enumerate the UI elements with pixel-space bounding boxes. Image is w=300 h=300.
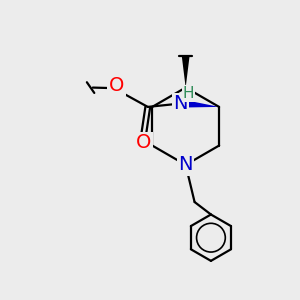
Text: O: O	[136, 133, 151, 152]
Polygon shape	[186, 100, 219, 107]
Text: O: O	[109, 76, 124, 95]
Text: N: N	[173, 94, 188, 113]
Text: H: H	[183, 86, 194, 101]
Text: N: N	[178, 155, 193, 174]
Polygon shape	[182, 56, 190, 88]
